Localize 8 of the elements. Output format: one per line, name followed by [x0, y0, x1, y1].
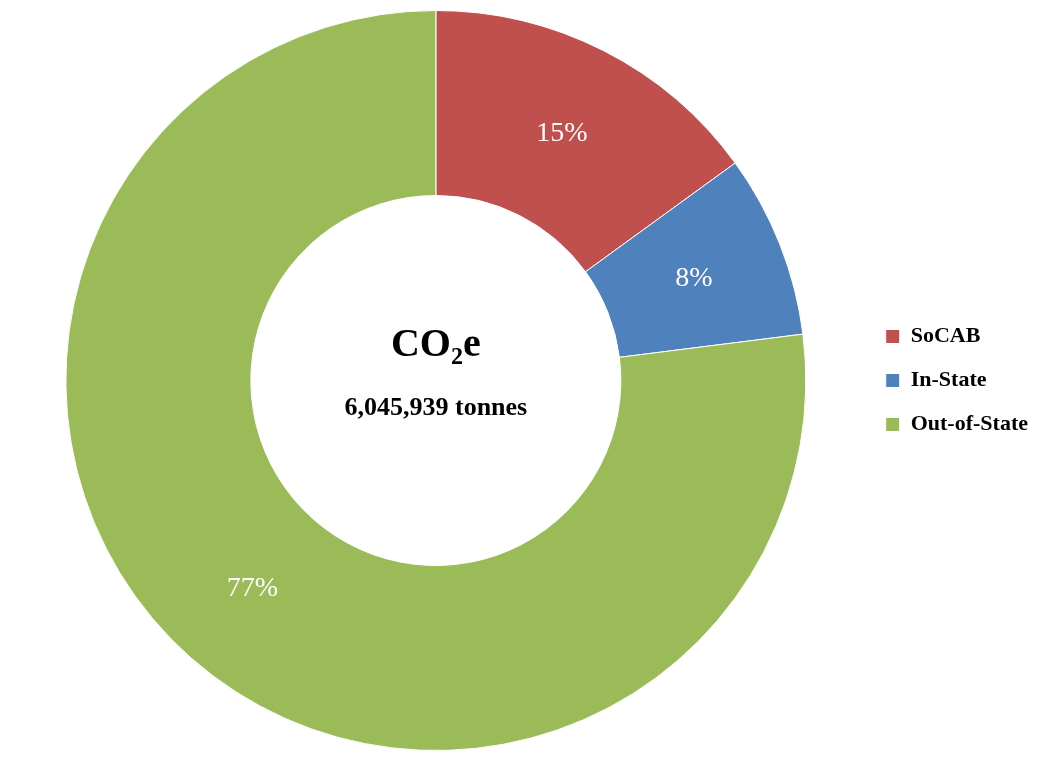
data-label: 15% [536, 115, 588, 147]
legend-label: In-State [910, 366, 987, 392]
data-label: 77% [226, 571, 278, 603]
data-label: 8% [675, 260, 713, 292]
text: CO₂e [390, 319, 481, 365]
legend-label: SoCAB [910, 322, 981, 348]
text: 6,045,939 tonnes [344, 392, 528, 422]
legend-label: Out-of-State [910, 410, 1029, 436]
